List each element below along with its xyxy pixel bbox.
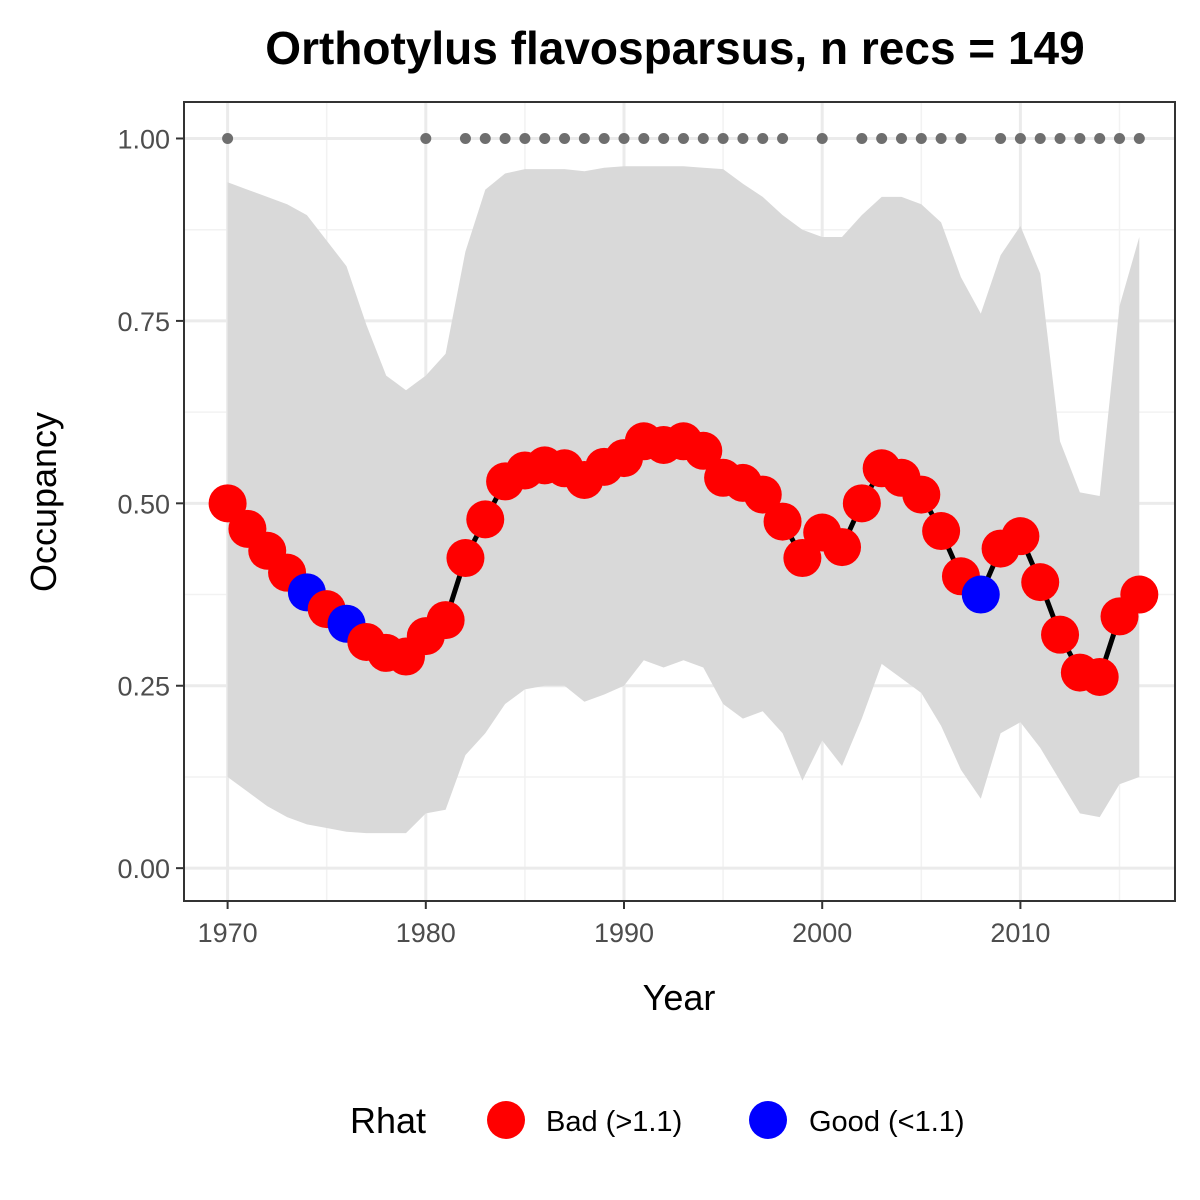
data-point-bad bbox=[922, 512, 961, 551]
record-dot bbox=[420, 132, 432, 144]
record-dot bbox=[519, 132, 531, 144]
plot-area bbox=[183, 101, 1176, 902]
record-dot bbox=[539, 132, 551, 144]
record-dot bbox=[638, 132, 650, 144]
legend-title: Rhat bbox=[350, 1100, 426, 1141]
x-tick-label: 2000 bbox=[792, 918, 852, 948]
record-dot bbox=[559, 132, 571, 144]
record-dot bbox=[876, 132, 888, 144]
data-point-bad bbox=[208, 484, 247, 523]
data-point-bad bbox=[684, 431, 723, 470]
record-dot bbox=[578, 132, 590, 144]
data-point-bad bbox=[823, 528, 862, 567]
legend-label-bad: Bad (>1.1) bbox=[546, 1106, 682, 1138]
legend-key-bad bbox=[487, 1101, 525, 1139]
record-dot bbox=[737, 132, 749, 144]
record-dot bbox=[479, 132, 491, 144]
data-point-bad bbox=[763, 502, 802, 541]
data-point-bad bbox=[1120, 575, 1159, 614]
x-axis: 1970 1980 1990 2000 2010 bbox=[198, 901, 1050, 948]
record-dot bbox=[677, 132, 689, 144]
chart-title: Orthotylus flavosparsus, n recs = 149 bbox=[265, 22, 1084, 74]
record-dot bbox=[757, 132, 769, 144]
record-dot bbox=[1114, 132, 1126, 144]
y-tick-label: 0.50 bbox=[117, 489, 170, 519]
y-tick-label: 1.00 bbox=[117, 124, 170, 154]
data-point-bad bbox=[1021, 563, 1060, 602]
y-axis-title: Occupancy bbox=[23, 412, 64, 592]
record-dot bbox=[459, 132, 471, 144]
x-tick-label: 1970 bbox=[198, 918, 258, 948]
data-point-bad bbox=[1080, 657, 1119, 696]
record-dot bbox=[658, 132, 670, 144]
legend: Rhat Bad (>1.1) Good (<1.1) bbox=[350, 1100, 965, 1141]
record-dot bbox=[598, 132, 610, 144]
record-dot bbox=[499, 132, 511, 144]
legend-key-good bbox=[749, 1101, 787, 1139]
y-tick-label: 0.00 bbox=[117, 854, 170, 884]
x-tick-label: 1980 bbox=[396, 918, 456, 948]
data-point-bad bbox=[842, 484, 881, 523]
y-axis: 0.00 0.25 0.50 0.75 1.00 bbox=[117, 124, 184, 884]
record-dot bbox=[1094, 132, 1106, 144]
record-dots bbox=[222, 132, 1145, 144]
occupancy-points bbox=[208, 422, 1159, 696]
data-point-bad bbox=[902, 475, 941, 514]
data-point-bad bbox=[466, 500, 505, 539]
data-point-bad bbox=[446, 539, 485, 578]
record-dot bbox=[856, 132, 868, 144]
record-dot bbox=[618, 132, 630, 144]
y-tick-label: 0.75 bbox=[117, 307, 170, 337]
record-dot bbox=[816, 132, 828, 144]
record-dot bbox=[1133, 132, 1145, 144]
record-dot bbox=[935, 132, 947, 144]
record-dot bbox=[1014, 132, 1026, 144]
record-dot bbox=[222, 132, 234, 144]
data-point-bad bbox=[426, 601, 465, 640]
data-point-bad bbox=[783, 539, 822, 578]
data-point-bad bbox=[743, 475, 782, 514]
record-dot bbox=[995, 132, 1007, 144]
data-point-bad bbox=[1001, 517, 1040, 556]
record-dot bbox=[895, 132, 907, 144]
record-dot bbox=[777, 132, 789, 144]
record-dot bbox=[1054, 132, 1066, 144]
x-tick-label: 2010 bbox=[990, 918, 1050, 948]
x-tick-label: 1990 bbox=[594, 918, 654, 948]
data-point-bad bbox=[1041, 615, 1080, 654]
x-axis-title: Year bbox=[643, 977, 716, 1018]
record-dot bbox=[717, 132, 729, 144]
panel-border bbox=[183, 101, 1176, 902]
data-point-good bbox=[961, 575, 1000, 614]
legend-label-good: Good (<1.1) bbox=[809, 1106, 965, 1138]
record-dot bbox=[1034, 132, 1046, 144]
credible-interval-ribbon bbox=[227, 166, 1140, 834]
record-dot bbox=[955, 132, 967, 144]
record-dot bbox=[915, 132, 927, 144]
y-tick-label: 0.25 bbox=[117, 672, 170, 702]
record-dot bbox=[1074, 132, 1086, 144]
record-dot bbox=[697, 132, 709, 144]
